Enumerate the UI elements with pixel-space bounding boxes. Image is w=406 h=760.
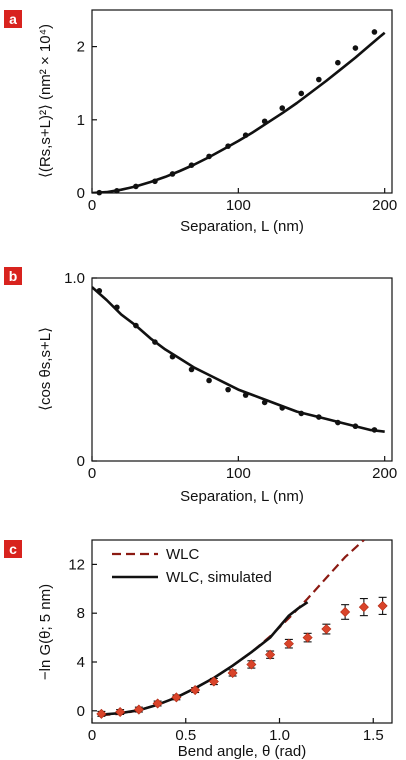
panel-a-plot-frame <box>91 9 393 194</box>
x-tick-label: 100 <box>226 197 251 214</box>
diamond-data-point <box>377 600 388 611</box>
panel-c-x-axis-label: Bend angle, θ (rad) <box>178 743 306 760</box>
panel-a-data <box>92 29 386 196</box>
diamond-data-point <box>265 649 276 660</box>
data-point <box>298 90 305 97</box>
panel-c-plot-frame <box>91 539 393 724</box>
panel-c-y-axis-label: −ln G(θ; 5 nm) <box>37 584 54 680</box>
panel-c-x-ticks: 0 0.5 1.0 1.5 <box>88 718 384 744</box>
legend-wlc-simulated-label: WLC, simulated <box>166 569 272 586</box>
panel-c-badge-label: c <box>9 541 17 557</box>
data-point <box>316 76 322 83</box>
data-point <box>352 45 359 51</box>
y-tick-label: 1.0 <box>64 270 85 287</box>
panel-a-badge <box>4 10 22 28</box>
data-point <box>335 59 341 66</box>
diamond-data-point <box>283 638 294 649</box>
x-tick-label: 1.5 <box>363 727 384 744</box>
panel-a-y-axis-label: ⟨(Rs,s+L)²⟩ (nm² × 10⁴) <box>37 24 54 178</box>
panel-c: c 0 0.5 1.0 1.5 0 4 8 12 Bend angle, θ (rad) −… <box>4 539 393 760</box>
panel-c-badge <box>4 540 22 558</box>
panel-a-x-ticks: 0 100 200 <box>88 188 397 214</box>
diamond-data-point <box>340 606 351 618</box>
diamond-data-point <box>302 632 313 643</box>
panel-a-x-axis-label: Separation, L (nm) <box>180 218 304 235</box>
fit-curve <box>92 286 385 433</box>
x-tick-label: 0.5 <box>175 727 196 744</box>
data-point <box>206 377 212 384</box>
diamond-data-point <box>246 659 257 670</box>
diamond-data-point <box>321 624 332 635</box>
panel-a-badge-label: a <box>9 11 17 27</box>
y-tick-label: 8 <box>77 605 85 622</box>
x-tick-label: 0 <box>88 465 96 482</box>
diamond-data-point <box>115 706 126 718</box>
x-tick-label: 200 <box>372 197 397 214</box>
diamond-data-point <box>208 676 219 687</box>
diamond-data-point <box>190 685 201 696</box>
x-tick-label: 0 <box>88 727 96 744</box>
y-tick-label: 4 <box>77 654 85 671</box>
y-tick-label: 2 <box>77 39 85 56</box>
panel-a: a 0 100 200 0 1 2 Separation, L (nm) ⟨(Rs,s+… <box>4 9 397 235</box>
x-tick-label: 0 <box>88 197 96 214</box>
panel-b-y-ticks: 01.0 <box>64 270 97 470</box>
panel-b-badge-label: b <box>9 268 18 284</box>
y-tick-label: 12 <box>68 556 85 573</box>
x-tick-label: 1.0 <box>269 727 290 744</box>
panel-c-data <box>96 540 388 719</box>
panel-b-x-ticks: 0 100 200 <box>88 456 397 482</box>
panel-b-plot-frame <box>91 277 393 462</box>
x-tick-label: 200 <box>372 465 397 482</box>
legend-wlc-label: WLC <box>166 546 200 563</box>
panel-b-y-axis-label: ⟨cos θs,s+L⟩ <box>37 327 54 411</box>
y-tick-label: 1 <box>77 112 85 129</box>
x-tick-label: 100 <box>226 465 251 482</box>
data-point <box>225 386 231 393</box>
panel-c-legend: WLC WLC, simulated <box>112 546 272 586</box>
diamond-data-point <box>227 667 238 679</box>
diamond-data-point <box>358 602 369 613</box>
diamond-data-point <box>152 698 163 709</box>
data-point <box>279 105 286 111</box>
y-tick-label: 0 <box>77 453 85 470</box>
diamond-data-point <box>96 708 107 719</box>
panel-a-y-ticks: 0 1 2 <box>77 39 97 202</box>
fit-curve <box>92 31 386 193</box>
panel-b: b 0 100 200 01.0 Separation, L (nm) ⟨cos θ… <box>4 267 397 505</box>
panel-b-data <box>92 286 385 433</box>
y-tick-label: 0 <box>77 185 85 202</box>
panel-b-x-axis-label: Separation, L (nm) <box>180 488 304 505</box>
diamond-data-point <box>171 692 182 703</box>
diamond-data-point <box>133 704 144 715</box>
y-tick-label: 0 <box>77 703 85 720</box>
data-point <box>371 29 378 35</box>
panel-c-y-ticks: 0 4 8 12 <box>68 556 97 720</box>
wlc-simulated-line <box>101 601 309 716</box>
panel-b-badge <box>4 267 22 285</box>
